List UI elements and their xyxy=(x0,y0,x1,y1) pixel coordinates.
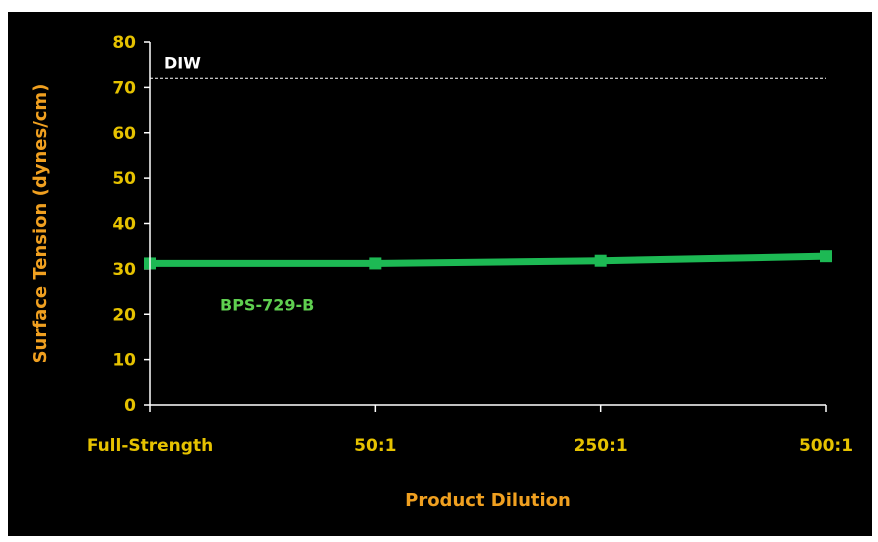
x-tick-label: Full-Strength xyxy=(87,436,213,456)
x-axis-title: Product Dilution xyxy=(405,490,571,511)
series-point-marker xyxy=(820,250,832,263)
y-tick-label: 10 xyxy=(112,351,136,371)
y-tick-label: 50 xyxy=(112,169,136,189)
y-tick-label: 70 xyxy=(112,78,136,98)
series-line xyxy=(150,252,827,267)
chart-panel: 0 10 20 30 40 50 60 70 80 Full-Strength 50:1 250:1… xyxy=(8,12,872,536)
y-tick-label: 40 xyxy=(112,215,136,235)
x-tick-label: 250:1 xyxy=(574,436,628,456)
reference-line-label: DIW xyxy=(164,53,201,72)
surface-tension-chart: 0 10 20 30 40 50 60 70 80 Full-Strength 50:1 250:1… xyxy=(30,33,853,511)
series-point-marker xyxy=(369,257,382,270)
series-label: BPS-729-B xyxy=(220,295,314,314)
y-tick-label: 0 xyxy=(124,396,136,416)
y-axis-ticks: 0 10 20 30 40 50 60 70 80 xyxy=(112,33,150,416)
y-tick-label: 60 xyxy=(112,124,136,144)
y-tick-label: 30 xyxy=(112,260,136,280)
reference-lines: DIW xyxy=(150,53,826,79)
series-layer: BPS-729-B xyxy=(144,250,832,314)
y-tick-label: 20 xyxy=(112,305,136,325)
series-point-marker xyxy=(594,254,607,267)
x-tick-label: 500:1 xyxy=(799,436,853,456)
x-axis-ticks: Full-Strength 50:1 250:1 500:1 xyxy=(87,405,853,456)
y-tick-label: 80 xyxy=(112,33,136,53)
x-tick-label: 50:1 xyxy=(354,436,396,456)
y-axis-title: Surface Tension (dynes/cm) xyxy=(30,84,51,364)
